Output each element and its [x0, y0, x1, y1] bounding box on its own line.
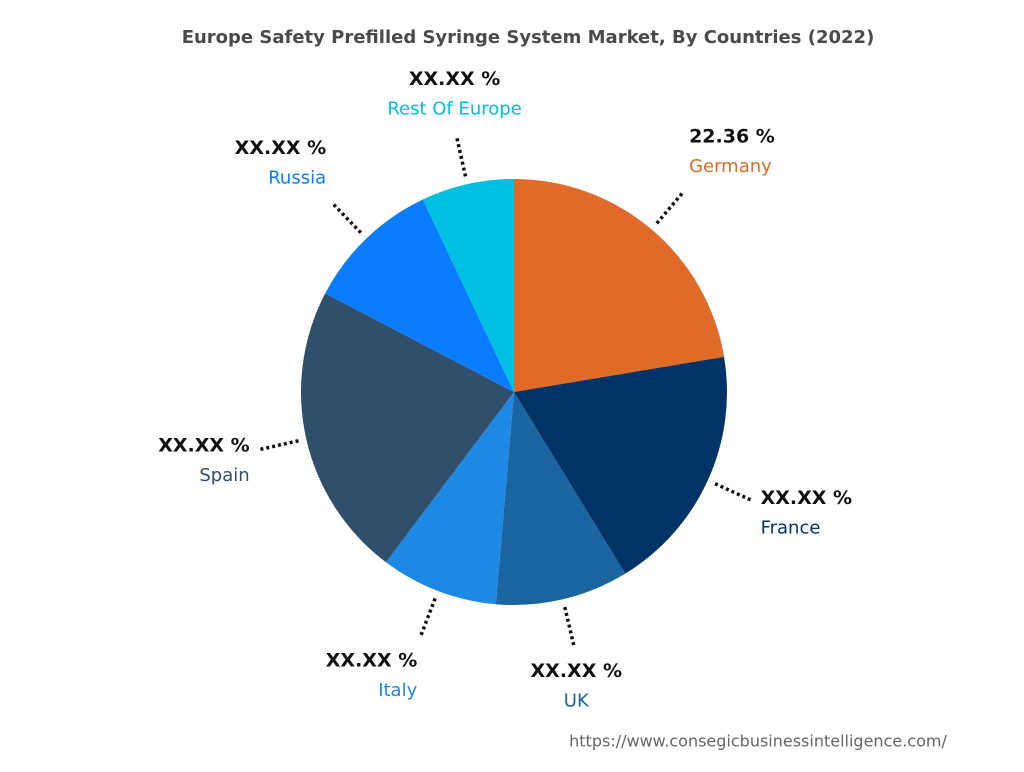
- percent-label: XX.XX %: [531, 660, 622, 682]
- leader-line: [419, 597, 437, 637]
- percent-label: XX.XX %: [235, 137, 326, 159]
- pie-slice: [325, 199, 514, 392]
- pie-slice: [386, 392, 514, 605]
- pie-slice: [495, 392, 626, 605]
- category-label: Italy: [378, 680, 417, 701]
- pie-slice: [514, 179, 725, 392]
- leader-line: [331, 202, 363, 234]
- category-label: Rest Of Europe: [387, 99, 521, 120]
- percent-label: 22.36 %: [689, 126, 775, 148]
- percent-label: XX.XX %: [158, 434, 249, 456]
- leader-line: [259, 439, 299, 452]
- category-label: Spain: [199, 465, 249, 486]
- source-url: https://www.consegicbusinessintelligence…: [569, 732, 947, 751]
- leader-line: [655, 191, 684, 225]
- category-label: France: [761, 517, 821, 538]
- category-label: Russia: [268, 168, 326, 189]
- pie-slice: [514, 356, 727, 574]
- pie-slice: [422, 179, 514, 392]
- percent-label: XX.XX %: [326, 650, 417, 672]
- percent-label: XX.XX %: [761, 487, 852, 509]
- leader-line: [714, 482, 753, 502]
- category-label: Germany: [689, 156, 772, 177]
- leader-line: [455, 136, 468, 177]
- leader-line: [563, 606, 576, 647]
- chart-title: Europe Safety Prefilled Syringe System M…: [182, 27, 875, 48]
- category-label: UK: [564, 691, 590, 712]
- percent-label: XX.XX %: [409, 68, 500, 90]
- pie-slice: [301, 293, 514, 563]
